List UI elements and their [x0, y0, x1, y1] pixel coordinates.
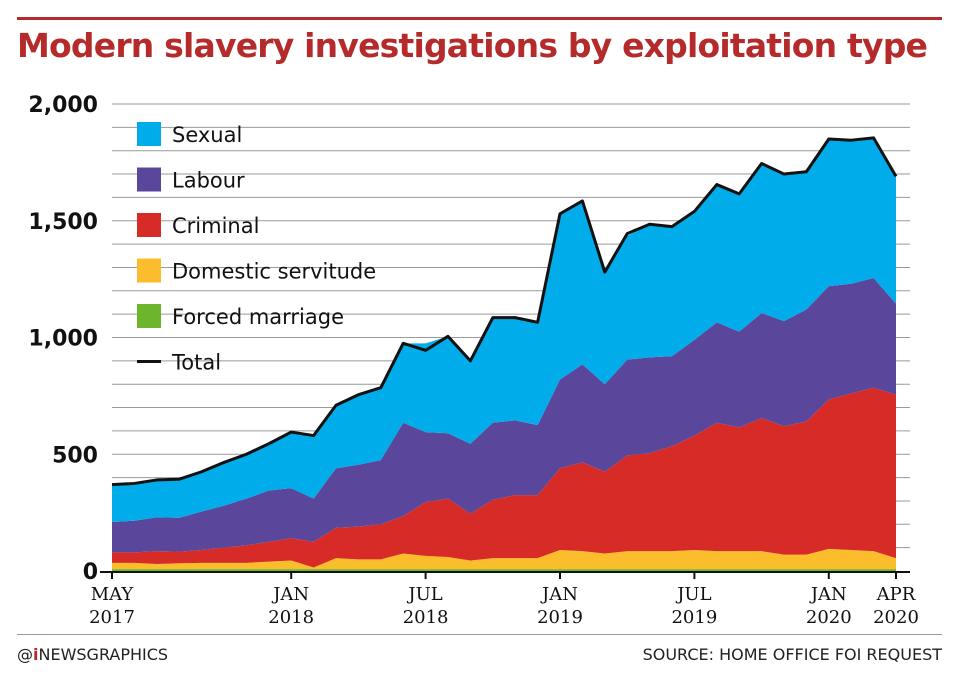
x-tick-label-year: 2020 — [873, 607, 919, 628]
y-tick-label: 1,000 — [28, 327, 98, 352]
footer-rule — [17, 634, 942, 635]
legend-label-forced-marriage: Forced marriage — [172, 305, 344, 329]
area-domestic-servitude — [112, 548, 896, 570]
legend-swatch-domestic-servitude — [137, 258, 161, 283]
top-rule — [17, 17, 942, 20]
area-criminal — [112, 387, 896, 568]
legend-label-total: Total — [171, 351, 221, 375]
x-tick-label-month: JAN — [540, 584, 578, 605]
brand-at: @ — [17, 645, 33, 664]
legend-swatch-sexual — [137, 122, 161, 146]
stacked-areas — [112, 137, 896, 571]
y-tick-label: 500 — [52, 443, 98, 468]
brand-credit: @iNEWSGRAPHICS — [17, 645, 168, 664]
x-tick-label-year: 2019 — [537, 607, 583, 628]
x-tick-label-year: 2018 — [268, 607, 314, 628]
axes: 05001,0001,5002,000MAY2017JAN2018JUL2018… — [28, 93, 919, 628]
brand-name: NEWSGRAPHICS — [38, 645, 169, 664]
x-tick-label-month: JUL — [675, 584, 711, 605]
x-tick-label-month: JAN — [271, 584, 309, 605]
chart-title: Modern slavery investigations by exploit… — [17, 26, 928, 65]
y-tick-label: 2,000 — [28, 93, 98, 118]
y-tick-label: 1,500 — [28, 210, 98, 235]
legend-label-labour: Labour — [172, 169, 245, 193]
x-tick-label-year: 2019 — [671, 607, 717, 628]
area-sexual — [112, 137, 896, 522]
total-line — [111, 136, 898, 487]
area-forced-marriage — [112, 569, 896, 571]
total-line-layer — [111, 136, 898, 487]
legend-label-criminal: Criminal — [172, 214, 259, 238]
x-tick-label-month: MAY — [91, 584, 135, 605]
legend-swatch-forced-marriage — [137, 304, 161, 328]
source-note: SOURCE: HOME OFFICE FOI REQUEST — [642, 645, 942, 664]
brand-logo-i: i — [33, 645, 39, 664]
x-tick-label-month: JAN — [809, 584, 847, 605]
legend-swatch-criminal — [137, 213, 161, 237]
x-tick-label-month: APR — [876, 584, 916, 605]
legend-label-sexual: Sexual — [172, 123, 242, 147]
y-tick-label: 0 — [83, 560, 98, 585]
area-labour — [112, 277, 896, 553]
x-tick-label-year: 2020 — [806, 607, 852, 628]
x-tick-label-month: JUL — [406, 584, 442, 605]
legend-swatch-labour — [137, 167, 161, 192]
legend: Sexual Labour Criminal Domestic servitude Fo… — [137, 122, 376, 375]
x-tick-label-year: 2017 — [89, 607, 135, 628]
legend-label-domestic-servitude: Domestic servitude — [172, 260, 376, 284]
x-tick-label-year: 2018 — [403, 607, 449, 628]
